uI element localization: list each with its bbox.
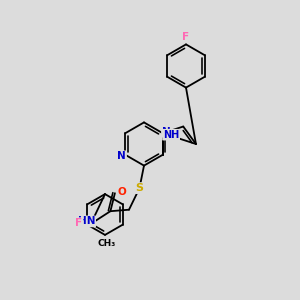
Text: HN: HN: [78, 216, 95, 226]
Text: S: S: [136, 183, 143, 193]
Text: F: F: [182, 32, 190, 42]
Text: O: O: [117, 187, 126, 197]
Text: CH₃: CH₃: [98, 239, 116, 248]
Text: NH: NH: [163, 130, 179, 140]
Text: N: N: [162, 127, 171, 137]
Text: F: F: [75, 218, 82, 228]
Text: N: N: [117, 151, 126, 161]
